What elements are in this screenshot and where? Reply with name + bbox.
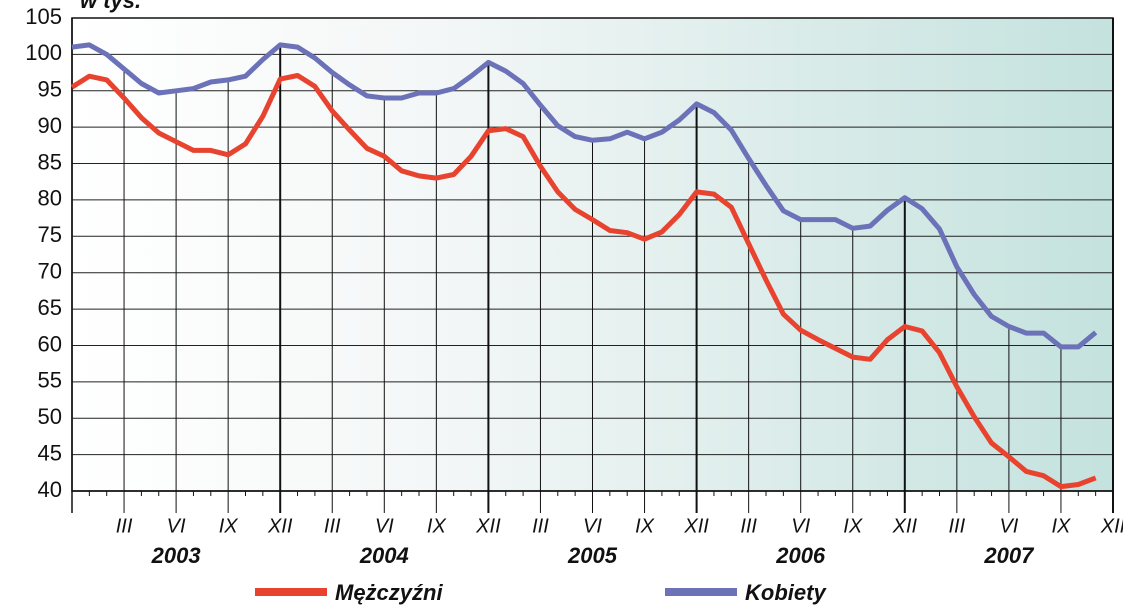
x-tick-label: VI bbox=[999, 515, 1018, 537]
y-tick-label: 45 bbox=[38, 440, 62, 465]
year-label: 2004 bbox=[359, 543, 409, 568]
y-tick-label: 50 bbox=[38, 404, 62, 429]
series-line bbox=[71, 42, 1098, 350]
x-tick-label: XII bbox=[1100, 515, 1123, 537]
x-tick-label: IX bbox=[1051, 515, 1071, 537]
x-tick-label: III bbox=[740, 515, 757, 537]
y-axis-label: w tys. bbox=[80, 0, 141, 13]
x-tick-label: III bbox=[116, 515, 133, 537]
x-tick-label: IX bbox=[843, 515, 863, 537]
y-tick-label: 95 bbox=[38, 77, 62, 102]
year-label: 2005 bbox=[567, 543, 618, 568]
x-tick-label: VI bbox=[791, 515, 810, 537]
year-label: 2007 bbox=[983, 543, 1035, 568]
y-tick-label: 40 bbox=[38, 477, 62, 502]
y-tick-label: 80 bbox=[38, 186, 62, 211]
legend-label: Mężczyźni bbox=[335, 580, 443, 605]
y-tick-label: 85 bbox=[38, 149, 62, 174]
x-tick-label: III bbox=[324, 515, 341, 537]
x-tick-label: XII bbox=[475, 515, 501, 537]
x-tick-label: XII bbox=[892, 515, 918, 537]
x-tick-label: III bbox=[532, 515, 549, 537]
x-tick-label: VI bbox=[375, 515, 394, 537]
x-tick-label: IX bbox=[635, 515, 655, 537]
series-line bbox=[70, 73, 1097, 490]
y-tick-label: 70 bbox=[38, 259, 62, 284]
y-tick-label: 75 bbox=[38, 222, 62, 247]
x-tick-label: XII bbox=[683, 515, 709, 537]
y-tick-label: 105 bbox=[25, 4, 62, 29]
x-tick-label: XII bbox=[267, 515, 293, 537]
year-label: 2006 bbox=[775, 543, 826, 568]
year-label: 2003 bbox=[151, 543, 201, 568]
x-tick-label: VI bbox=[167, 515, 186, 537]
y-tick-label: 100 bbox=[25, 40, 62, 65]
x-tick-label: III bbox=[949, 515, 966, 537]
y-tick-label: 60 bbox=[38, 331, 62, 356]
y-tick-label: 65 bbox=[38, 295, 62, 320]
plot-border bbox=[71, 17, 1114, 492]
y-tick-label: 55 bbox=[38, 368, 62, 393]
x-tick-label: IX bbox=[427, 515, 447, 537]
x-tick-label: IX bbox=[219, 515, 239, 537]
legend-label: Kobiety bbox=[745, 580, 827, 605]
x-tick-label: VI bbox=[583, 515, 602, 537]
y-tick-label: 90 bbox=[38, 113, 62, 138]
